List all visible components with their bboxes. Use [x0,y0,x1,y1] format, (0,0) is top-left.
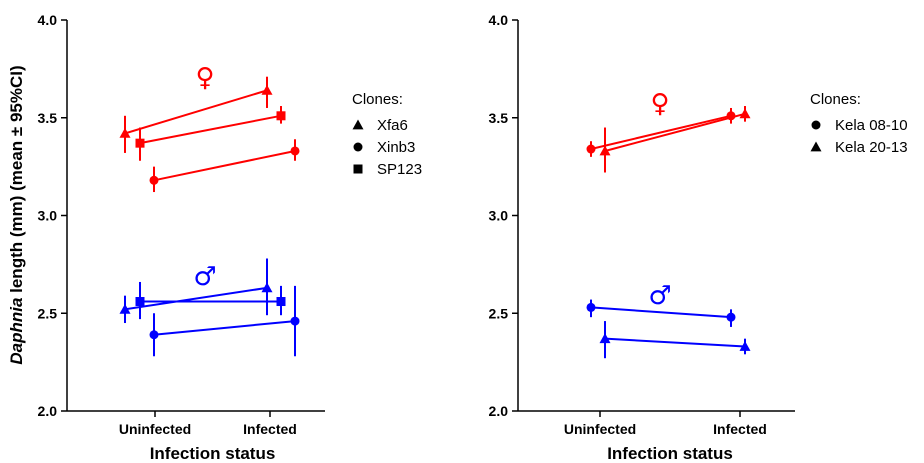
data-point [586,144,596,154]
chart-panel-right: 2.0 2.5 3.0 3.5 4.0 Uninfected Infected Infecti… [489,12,908,463]
x-tick-label: Uninfected [119,421,191,437]
male-symbol: ♂ [193,262,216,292]
female-symbol: ♀ [195,63,214,93]
series-male-triangle [599,321,751,359]
series-female-triangle [599,106,751,173]
female-symbol: ♀ [650,89,669,119]
y-tick-label: 2.0 [38,403,58,419]
male-symbol: ♂ [648,281,671,311]
chart-panel-left: 2.0 2.5 3.0 3.5 4.0 Uninfected Infected Infecti… [38,12,423,463]
legend-label: Kela 08-10 [835,117,908,134]
data-point [276,111,286,121]
data-point [135,138,145,148]
legend: Clones: Xfa6 Xinb3 SP123 [352,91,422,178]
series-male-circle [586,299,736,327]
data-point [599,333,611,344]
data-point [290,316,300,326]
y-tick-label: 2.5 [489,305,509,321]
series-line [604,112,746,152]
data-point [726,312,736,322]
legend-label: SP123 [377,161,422,178]
data-point [119,127,131,138]
y-tick-label: 4.0 [489,12,509,28]
y-tick-label: 3.5 [38,110,58,126]
series-male-triangle [119,258,273,324]
data-point [739,108,751,119]
series-female-square [135,106,286,161]
y-tick-label: 2.5 [38,305,58,321]
y-tick-label: 4.0 [38,12,58,28]
series-female-triangle [119,76,273,153]
data-point [149,175,159,185]
data-point [149,330,159,340]
data-point [739,340,751,351]
series-line [153,320,296,336]
y-tick-label: 2.0 [489,403,509,419]
series-line [590,114,732,151]
legend-marker [352,119,364,130]
series-line [139,114,282,145]
x-axis-title: Infection status [150,444,276,463]
x-tick-label: Infected [713,421,767,437]
y-tick-label: 3.5 [489,110,509,126]
x-axis-title: Infection status [607,444,733,463]
series-line [590,306,732,319]
legend-label: Xfa6 [377,117,408,134]
legend-marker [811,120,821,130]
series-male-square [135,281,286,320]
y-tick-label: 3.0 [38,208,58,224]
data-point [599,145,611,156]
y-tick-label: 3.0 [489,208,509,224]
y-axis-title: Daphnia length (mm) (mean ± 95%CI) [7,65,26,364]
data-point [135,297,145,307]
data-point [119,303,131,314]
data-point [290,146,300,156]
legend: Clones: Kela 08-10 Kela 20-13 [810,91,908,156]
legend-marker [353,142,363,152]
series-line [124,286,268,311]
series-line [604,337,746,348]
series-female-circle [149,139,300,193]
legend-label: Xinb3 [377,139,415,156]
legend-label: Kela 20-13 [835,139,908,156]
x-tick-label: Infected [243,421,297,437]
x-tick-label: Uninfected [564,421,636,437]
legend-title: Clones: [810,91,861,108]
legend-marker [810,141,822,152]
data-point [586,302,596,312]
series-line [153,150,296,182]
legend-marker [353,164,363,174]
data-point [261,84,273,95]
series-line [124,89,268,135]
data-point [276,297,286,307]
series-female-circle [586,107,736,157]
series-male-circle [149,285,300,357]
data-point [261,282,273,293]
legend-title: Clones: [352,91,403,108]
